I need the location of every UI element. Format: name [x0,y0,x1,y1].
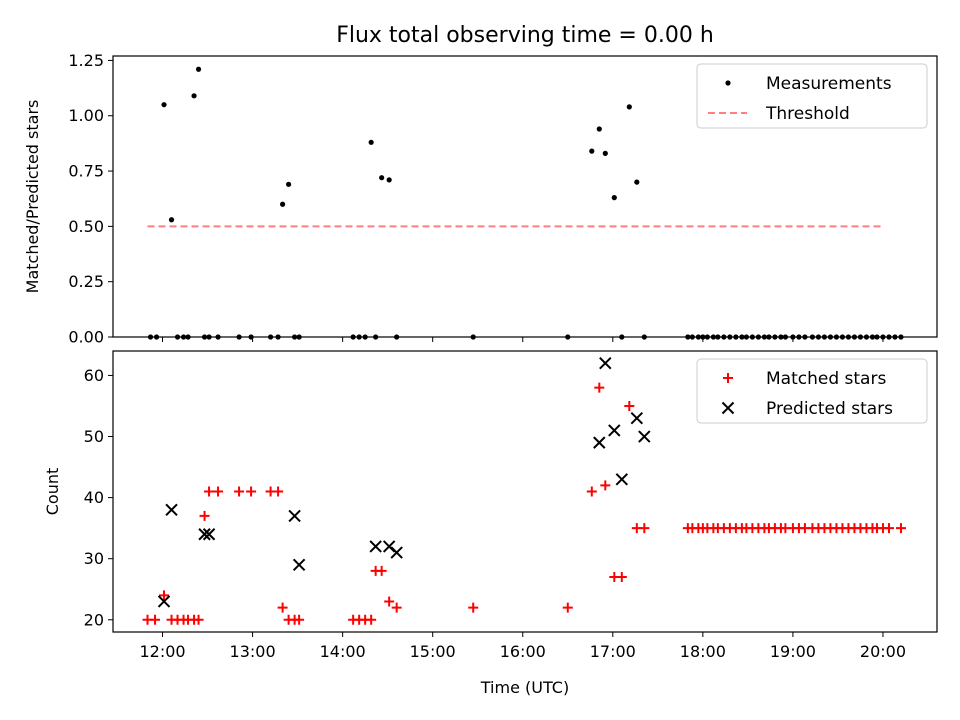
matched-stars-legend-label: Matched stars [766,369,886,389]
measurements-point [191,93,197,99]
predicted-stars-point [390,546,403,559]
x-tick-label: 20:00 [860,642,906,661]
x-tick-label: 15:00 [410,642,456,661]
bottom-axes-frame [112,350,938,633]
top-y-tick-label: 0.50 [68,217,104,236]
predicted-stars-point [599,357,612,370]
predicted-stars-point [630,411,644,425]
top-legend-box [696,63,928,129]
measurements-point [602,150,608,156]
matched-stars-legend-swatch [723,373,733,383]
matched-stars-point [586,486,597,497]
bottom-y-tick-label: 30 [84,549,104,568]
top-y-tick-label: 0.75 [68,162,104,181]
top-axes-frame [112,55,938,338]
matched-stars-point [639,523,650,534]
measurements-point [589,148,595,154]
predicted-stars-point [369,540,382,553]
bottom-y-tick-label: 20 [84,610,104,629]
matched-stars-point [234,486,245,497]
x-tick-label: 18:00 [680,642,726,661]
measurements-point [611,195,617,201]
matched-stars-point [246,486,257,497]
top-y-tick-label: 0.25 [68,272,104,291]
measurements-point [280,201,286,207]
matched-stars-point [366,614,377,625]
measurements-point [368,139,374,145]
x-tick-label: 14:00 [320,642,366,661]
matched-stars-point [273,486,284,497]
measurements-legend-label: Measurements [766,74,892,94]
x-tick-label: 17:00 [590,642,636,661]
matched-stars-point [883,523,894,534]
measurements-point [596,126,602,132]
bottom-y-tick-label: 50 [84,427,104,446]
matched-stars-point [277,602,288,613]
bottom-legend-box [696,358,928,424]
x-tick-label: 19:00 [770,642,816,661]
predicted-stars-point [165,503,178,517]
measurements-point [386,177,392,183]
top-y-tick-label: 0.00 [68,328,104,347]
matched-stars-point [594,382,605,393]
top-y-tick-label: 1.25 [68,51,104,70]
predicted-stars-point [292,558,306,572]
matched-stars-point [294,614,305,625]
x-tick-label: 13:00 [230,642,276,661]
matched-stars-point [895,523,906,534]
matched-stars-point [376,565,387,576]
measurements-point [634,179,640,185]
x-axis-label: Time (UTC) [480,678,569,697]
predicted-stars-point [593,436,606,449]
matched-stars-point [193,614,204,625]
matched-stars-point [600,480,611,491]
measurements-point [626,104,632,110]
matched-stars-point [204,486,215,497]
predicted-stars-point [202,528,216,541]
x-tick-label: 12:00 [139,642,185,661]
predicted-stars-legend-swatch [721,401,735,415]
panel-ratio: 0.00 0.25 0.50 0.75 1.00 1.25 Matched/Predicte… [23,51,938,347]
bottom-y-tick-label: 40 [84,488,104,507]
matched-stars-point [624,400,635,411]
panel-counts: 20 30 40 50 60 12:00 13:00 14:00 15:00 16:00 17:00… [43,350,938,661]
measurements-point [195,66,202,72]
threshold-legend-label: Threshold [765,104,850,124]
matched-stars-point [562,602,573,613]
measurements-point [379,175,385,181]
predicted-stars-point [608,424,621,437]
top-y-tick-label: 1.00 [68,106,104,125]
predicted-stars-point [198,528,211,541]
matched-stars-point [384,596,395,607]
predicted-stars-legend-label: Predicted stars [766,399,893,419]
matched-stars-point [391,602,402,613]
measurements-point [161,102,167,108]
predicted-stars-point [615,473,629,486]
predicted-stars-point [157,595,171,608]
measurements-point [286,181,292,187]
chart-title: Flux total observing time = 0.00 h [336,23,714,48]
matched-stars-point [213,486,224,497]
matched-stars-point [159,590,170,601]
matched-stars-point [616,572,627,583]
matched-stars-point [150,614,161,625]
bottom-y-tick-label: 60 [84,366,104,385]
measurements-point [168,217,175,223]
x-tick-label: 16:00 [500,642,546,661]
matched-stars-point [468,602,479,613]
bottom-y-axis-label: Count [43,468,62,516]
predicted-stars-point [288,509,301,523]
top-y-axis-label: Matched/Predicted stars [23,100,42,294]
measurements-legend-swatch [725,80,731,86]
matched-stars-point [199,510,210,521]
predicted-stars-point [638,430,651,443]
